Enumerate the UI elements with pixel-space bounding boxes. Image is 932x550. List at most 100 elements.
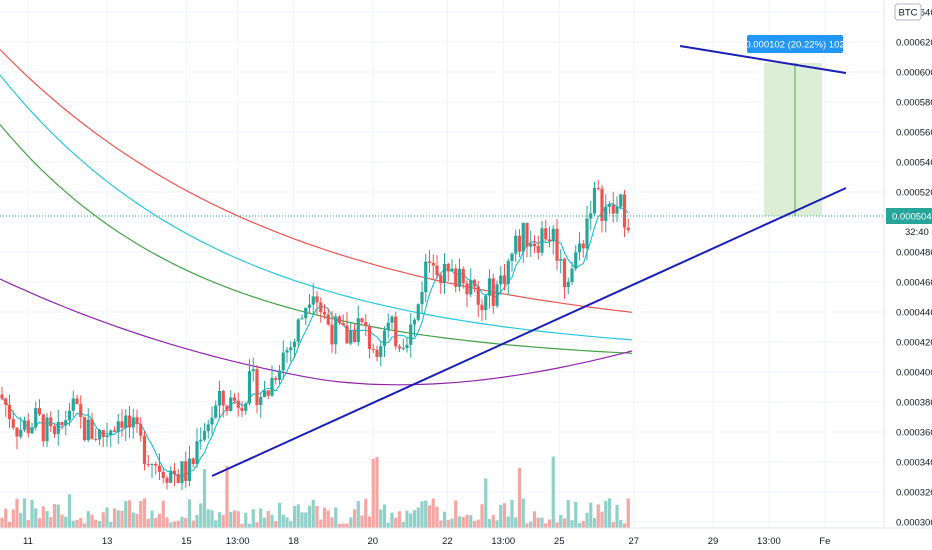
- candle-body: [439, 275, 443, 284]
- volume-bar: [300, 512, 304, 528]
- volume-bar: [285, 517, 289, 528]
- candle-body: [424, 261, 428, 293]
- candle-body: [262, 390, 267, 398]
- candle-body: [210, 417, 214, 425]
- ma-teal-line: [0, 74, 632, 341]
- candle-body: [446, 263, 450, 272]
- candle-body: [386, 322, 390, 331]
- candle-body: [592, 188, 597, 214]
- candle-body: [90, 419, 94, 439]
- ma-red-line: [0, 49, 632, 313]
- overlay-labels: 0.000102 (20.22%) 102 BTC 0.000504 32:40: [745, 3, 932, 239]
- volume-bar: [484, 478, 488, 528]
- volume-bar: [409, 513, 413, 528]
- time-tick-label: 25: [554, 536, 565, 547]
- price-tick-label: 0.000560: [896, 128, 932, 139]
- resistance-trendline[interactable]: [679, 45, 847, 74]
- volume-bar: [322, 507, 327, 528]
- volume-bar: [4, 508, 8, 528]
- volume-bar: [457, 516, 462, 528]
- symbol-badge[interactable]: [894, 3, 922, 21]
- volume-bar: [30, 499, 34, 528]
- measure-tool[interactable]: [764, 63, 822, 216]
- candle-body: [180, 461, 184, 483]
- candle-body: [427, 261, 432, 263]
- candle-body: [326, 314, 330, 325]
- measure-badge-label: 0.000102 (20.22%) 102: [745, 40, 844, 51]
- time-tick-label: 27: [628, 536, 639, 547]
- time-tick-label: 13:00: [757, 536, 781, 547]
- candle-body: [360, 318, 364, 323]
- volume-bar: [296, 504, 300, 528]
- price-tick-label: 0.000540: [896, 158, 932, 169]
- candle-body: [131, 417, 135, 428]
- candle-body: [506, 261, 510, 284]
- volume-bar: [154, 517, 158, 528]
- volume-bar: [206, 509, 210, 528]
- candle-body: [551, 228, 555, 242]
- volume-bar: [442, 511, 447, 528]
- volume-bar: [266, 511, 270, 528]
- candle-body: [472, 280, 477, 287]
- volume-bar: [502, 503, 507, 528]
- candle-body: [615, 206, 619, 214]
- volume-bar: [217, 512, 222, 528]
- volume-bar: [461, 516, 465, 528]
- candle-body: [349, 330, 353, 344]
- candle-body: [56, 422, 60, 435]
- candle-body: [491, 278, 495, 306]
- candle-body: [334, 316, 338, 345]
- measure-box[interactable]: [764, 63, 822, 216]
- volume-bar: [431, 498, 435, 528]
- candle-body: [570, 268, 574, 282]
- volume-bar: [176, 520, 180, 528]
- time-axis[interactable]: 11 13 15 13:00 18 20 22 13:00 25 27 29 13:00 Fe: [0, 527, 932, 547]
- volume-bar: [315, 506, 319, 528]
- time-tick-label: 20: [368, 536, 379, 547]
- candle-body: [225, 405, 229, 411]
- volume-bar: [120, 511, 124, 528]
- candle-body: [67, 410, 72, 421]
- candle-body: [566, 281, 570, 288]
- volume-bar: [221, 515, 225, 528]
- volume-bar: [562, 518, 567, 528]
- volume-bar: [187, 499, 192, 528]
- candle-body: [37, 408, 42, 415]
- time-tick-label: Fe: [819, 536, 830, 547]
- volume-bar: [161, 500, 165, 528]
- volume-bar: [191, 520, 195, 528]
- candle-body: [120, 421, 124, 428]
- candle-body: [191, 458, 195, 465]
- candle-body: [15, 427, 19, 437]
- candle-body: [75, 398, 79, 405]
- candle-body: [304, 307, 308, 319]
- candle-body: [487, 278, 492, 296]
- volume-bar: [577, 523, 582, 528]
- volume-bar: [180, 516, 184, 528]
- volume-bar: [551, 456, 555, 528]
- time-tick-label: 11: [23, 536, 33, 547]
- trendlines[interactable]: [0, 45, 884, 477]
- candle-body: [45, 417, 49, 442]
- time-tick-label: 13:00: [491, 536, 515, 547]
- volume-bar: [7, 522, 12, 528]
- volume-bar: [292, 505, 297, 528]
- candle-body: [322, 312, 327, 315]
- ma-green-line: [0, 124, 632, 354]
- volume-bar: [397, 511, 402, 528]
- volume-bar: [619, 520, 623, 528]
- volume-bar: [135, 513, 139, 528]
- ma-purple-line: [0, 278, 633, 386]
- volume-bar: [375, 456, 379, 528]
- candle-body: [450, 268, 454, 272]
- volume-bar: [585, 512, 589, 528]
- candle-body: [150, 463, 154, 465]
- price-tick-label: 0.000600: [896, 68, 932, 79]
- candle-body: [157, 465, 162, 472]
- price-tick-label: 0.000300: [896, 518, 932, 529]
- volume-bar: [495, 520, 499, 528]
- support-trendline[interactable]: [211, 187, 847, 477]
- time-tick-label: 13: [102, 536, 113, 547]
- volume-bar: [559, 514, 563, 528]
